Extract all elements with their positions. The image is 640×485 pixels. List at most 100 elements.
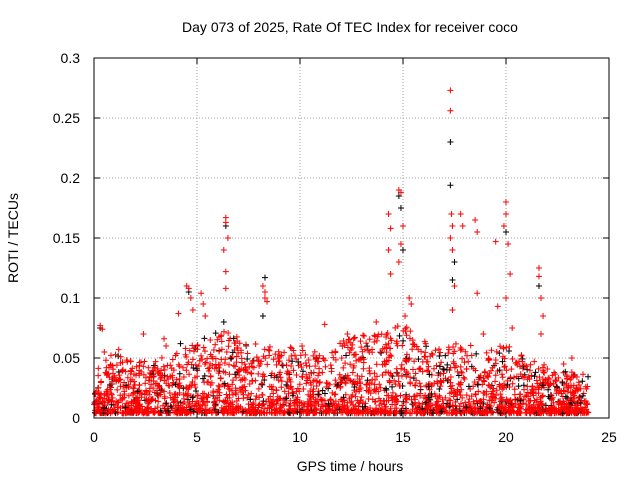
data-point xyxy=(259,392,266,399)
data-point xyxy=(449,247,456,253)
data-point xyxy=(264,404,271,411)
data-point xyxy=(463,365,470,372)
data-point xyxy=(287,402,294,409)
data-point xyxy=(425,383,432,390)
data-point xyxy=(584,401,591,408)
data-point xyxy=(151,389,158,396)
data-point xyxy=(474,290,481,297)
data-point xyxy=(150,385,157,392)
data-point xyxy=(155,392,162,399)
data-point xyxy=(415,356,422,363)
data-point xyxy=(315,401,322,408)
data-point xyxy=(242,387,249,394)
data-point xyxy=(99,408,106,415)
data-point xyxy=(207,373,214,380)
data-point xyxy=(568,382,575,389)
data-point xyxy=(288,362,295,369)
data-point xyxy=(567,389,574,396)
data-point xyxy=(110,406,117,413)
data-point xyxy=(161,366,168,373)
data-point xyxy=(95,401,102,408)
data-point xyxy=(258,380,265,387)
data-point xyxy=(543,406,550,413)
data-point xyxy=(132,381,139,388)
data-point xyxy=(497,343,504,350)
data-point xyxy=(346,336,353,343)
data-point xyxy=(509,356,516,363)
data-point xyxy=(241,375,248,382)
data-point xyxy=(503,367,510,374)
data-point xyxy=(520,363,527,370)
data-point xyxy=(109,378,116,385)
data-point xyxy=(377,349,384,356)
data-point xyxy=(101,349,108,355)
data-point xyxy=(233,406,240,413)
data-point xyxy=(360,365,367,372)
data-point xyxy=(112,351,119,358)
data-point xyxy=(129,391,136,398)
data-point xyxy=(221,380,228,387)
data-point xyxy=(524,406,531,413)
data-point xyxy=(361,332,368,339)
data-point xyxy=(171,391,178,398)
data-point xyxy=(255,358,262,365)
data-point xyxy=(243,341,250,348)
data-point xyxy=(229,349,236,356)
data-point xyxy=(535,365,542,372)
data-point xyxy=(170,396,177,403)
data-point xyxy=(540,313,547,319)
data-point xyxy=(385,211,392,217)
data-point xyxy=(277,369,284,376)
data-point xyxy=(322,363,329,370)
data-point xyxy=(158,367,165,374)
data-point xyxy=(320,355,327,362)
data-point xyxy=(244,355,251,362)
data-point xyxy=(569,398,576,405)
data-point xyxy=(507,397,514,404)
data-point xyxy=(516,363,523,370)
data-point xyxy=(539,382,546,389)
data-point xyxy=(104,386,111,393)
data-point xyxy=(401,366,408,373)
data-point xyxy=(308,381,315,388)
data-point xyxy=(550,399,557,406)
data-point xyxy=(553,386,560,393)
data-point xyxy=(152,408,159,415)
data-point xyxy=(398,361,405,368)
data-point xyxy=(185,401,192,408)
data-point xyxy=(447,235,454,241)
data-point xyxy=(105,396,112,403)
data-point xyxy=(294,385,301,392)
data-point xyxy=(316,379,323,386)
data-point xyxy=(347,361,354,368)
data-point xyxy=(212,330,219,337)
data-point xyxy=(373,373,380,380)
data-point xyxy=(377,384,384,391)
data-point xyxy=(299,374,306,381)
data-point xyxy=(443,366,450,373)
data-point xyxy=(180,374,187,381)
data-point xyxy=(584,383,591,390)
data-point xyxy=(412,382,419,389)
data-point xyxy=(119,368,126,375)
data-point xyxy=(437,349,444,356)
data-point xyxy=(505,241,512,247)
data-point xyxy=(457,363,464,370)
data-point xyxy=(562,368,569,375)
data-point xyxy=(527,361,534,368)
data-point xyxy=(261,346,268,353)
data-point xyxy=(177,402,184,409)
data-point xyxy=(426,409,433,416)
data-point xyxy=(169,372,176,379)
data-point xyxy=(320,408,327,415)
data-point xyxy=(524,389,531,396)
data-point xyxy=(334,402,341,409)
data-point xyxy=(466,396,473,403)
data-point xyxy=(448,211,455,217)
data-point xyxy=(230,409,237,416)
data-point xyxy=(351,383,358,390)
data-point xyxy=(262,355,269,362)
data-point xyxy=(152,397,159,404)
data-point xyxy=(232,371,239,378)
data-point xyxy=(470,398,477,405)
